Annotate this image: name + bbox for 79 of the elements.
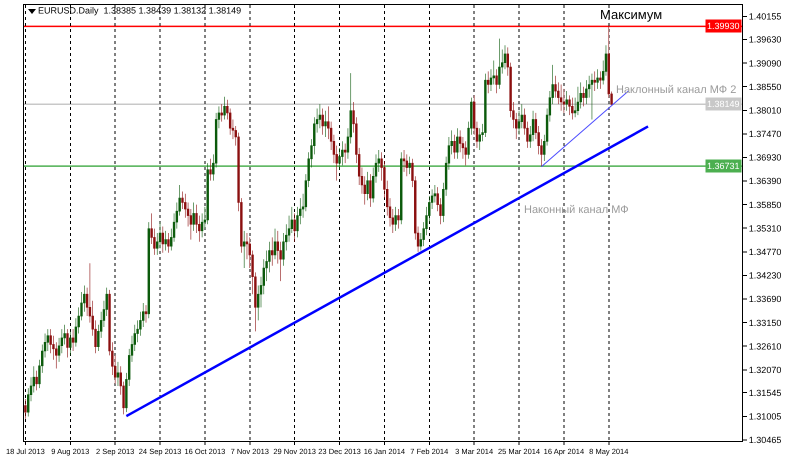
candlestick [585, 80, 588, 104]
y-tick-label: 1.39090 [748, 58, 782, 68]
candlestick [590, 73, 594, 120]
candlestick [274, 228, 276, 260]
ref-line-label: 1.36731 [707, 161, 740, 171]
candlestick [24, 398, 27, 420]
candlestick [35, 370, 38, 391]
y-tick-label: 1.31545 [748, 388, 782, 398]
candlestick [566, 90, 568, 112]
candlestick [599, 71, 602, 90]
candlestick [495, 68, 498, 94]
y-tick-label: 1.36390 [748, 176, 782, 186]
candlestick [242, 230, 246, 268]
candlestick [560, 84, 562, 112]
candlestick [576, 86, 580, 116]
candlestick [66, 328, 69, 358]
candlestick [72, 328, 74, 352]
y-tick-label: 1.31005 [748, 411, 782, 422]
candlestick [223, 96, 226, 120]
candlestick [271, 237, 274, 266]
y-tick-label: 1.35850 [748, 200, 782, 210]
candlestick [394, 206, 397, 232]
y-tick-label: 1.33150 [748, 318, 782, 328]
y-tick-label: 1.32610 [748, 341, 782, 352]
candlestick [397, 208, 400, 229]
y-tick-label: 1.38010 [748, 105, 782, 116]
candlestick [366, 172, 369, 201]
candlestick [484, 73, 487, 138]
y-tick-label: 1.34230 [748, 270, 782, 281]
candlestick [318, 104, 322, 128]
candlestick [408, 156, 411, 174]
candlestick [486, 71, 490, 94]
candlestick [144, 304, 148, 323]
y-tick-label: 1.34770 [748, 246, 782, 257]
candlestick [478, 128, 481, 150]
y-tick-label: 1.38550 [748, 82, 782, 92]
y-tick-label: 1.39630 [748, 34, 782, 45]
candlestick [594, 71, 596, 92]
candlestick [582, 86, 585, 107]
candlestick [69, 331, 72, 356]
candlestick [369, 174, 372, 208]
candlestick [293, 213, 296, 242]
candlestick [324, 110, 327, 138]
candlestick [453, 134, 456, 160]
candlestick [596, 68, 599, 90]
candlestick [504, 44, 506, 70]
y-tick-label: 1.37470 [748, 129, 782, 140]
candlestick [456, 128, 459, 160]
y-tick-label: 1.36930 [748, 152, 782, 163]
y-tick-label: 1.30465 [748, 435, 782, 446]
annotation: Наклонный канал МФ 2 [616, 84, 736, 96]
candlestick [162, 226, 164, 254]
chart-title: EURUSD.Daily 1.38385 1.38439 1.38132 1.38149 [38, 5, 242, 16]
candlestick [464, 141, 467, 166]
y-tick-label: 1.40155 [748, 12, 782, 22]
candlestick [148, 222, 150, 319]
candlestick [402, 150, 406, 172]
candlestick [498, 38, 501, 90]
candlestick [206, 162, 209, 225]
candlestick [220, 104, 223, 122]
y-tick-label: 1.33690 [748, 294, 782, 304]
candlestick [562, 88, 566, 114]
candlestick [341, 141, 344, 166]
candlestick [192, 202, 195, 232]
candlestick [406, 154, 408, 177]
candlestick [571, 97, 574, 120]
y-tick-label: 1.35310 [748, 223, 782, 234]
y-tick-label: 1.32070 [748, 364, 782, 375]
ref-line-label: 1.39930 [707, 21, 740, 31]
candlestick [167, 232, 170, 254]
candlestick [568, 95, 571, 116]
candlestick [400, 152, 402, 225]
candlestick [344, 143, 346, 164]
annotation: Максимум [600, 7, 662, 22]
candlestick [116, 362, 120, 386]
candlestick [209, 158, 212, 181]
annotation: Наконный канал МФ [524, 204, 629, 216]
candlestick [164, 230, 167, 251]
candlestick [322, 108, 324, 136]
